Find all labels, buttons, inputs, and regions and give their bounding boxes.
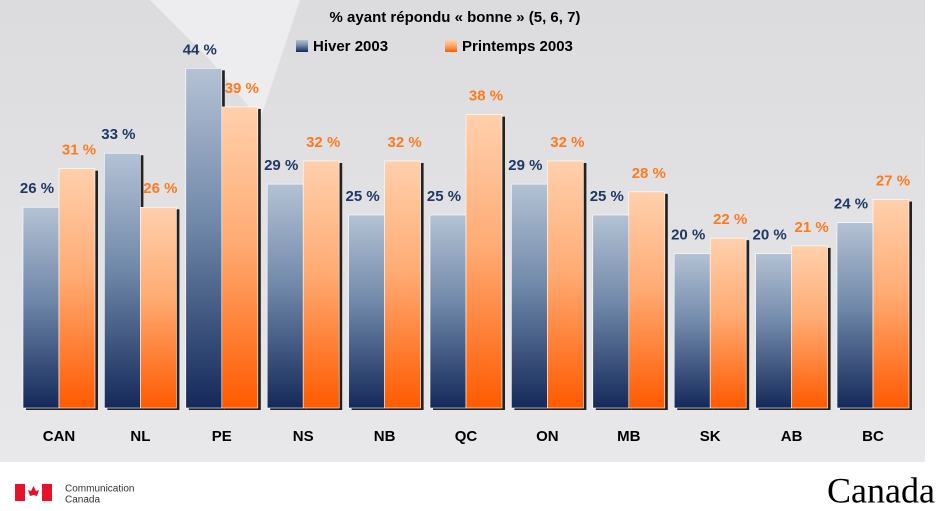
value-label: 33 % <box>101 126 135 143</box>
value-label: 29 % <box>264 157 298 174</box>
wordmark: Canada <box>827 470 935 510</box>
value-label: 21 % <box>794 219 828 236</box>
x-tick-label: CAN <box>43 428 76 445</box>
value-label: 31 % <box>62 142 96 159</box>
bar <box>872 199 910 409</box>
value-label: 20 % <box>671 227 705 244</box>
bar <box>185 68 223 409</box>
value-label: 28 % <box>632 165 666 182</box>
bar <box>511 183 548 409</box>
value-label: 32 % <box>387 134 421 151</box>
value-label: 22 % <box>713 211 747 228</box>
bar <box>348 214 385 409</box>
value-label: 26 % <box>143 180 177 197</box>
legend-label: Hiver 2003 <box>313 38 388 55</box>
bar <box>140 206 177 409</box>
chart-title: % ayant répondu « bonne » (5, 6, 7) <box>330 9 581 26</box>
flag-leaf <box>28 486 39 496</box>
department-name: Canada <box>65 495 100 506</box>
x-tick-label: BC <box>862 428 884 445</box>
flag-bar <box>15 484 25 501</box>
bar <box>302 160 340 409</box>
x-tick-label: MB <box>617 428 640 445</box>
value-label: 39 % <box>225 80 259 97</box>
value-label: 38 % <box>469 88 503 105</box>
value-label: 25 % <box>590 188 624 205</box>
value-label: 26 % <box>20 180 54 197</box>
bar <box>673 253 711 409</box>
department-name: Communication <box>65 484 134 495</box>
bar <box>384 160 421 409</box>
maple-leaf-watermark <box>150 0 300 120</box>
bar <box>266 183 304 409</box>
value-label: 24 % <box>834 196 868 213</box>
bar <box>709 237 747 409</box>
bar <box>221 106 259 409</box>
x-tick-label: NB <box>374 428 396 445</box>
legend-swatch <box>296 40 308 52</box>
value-label: 27 % <box>876 173 910 190</box>
x-tick-label: SK <box>700 428 721 445</box>
footer: Communication Canada Canada <box>15 470 935 510</box>
bar <box>465 114 503 409</box>
value-label: 20 % <box>752 227 786 244</box>
bar <box>58 168 96 409</box>
value-label: 25 % <box>345 188 379 205</box>
x-tick-label: NS <box>293 428 314 445</box>
value-label: 32 % <box>306 134 340 151</box>
bar <box>547 160 584 409</box>
x-tick-label: QC <box>455 428 478 445</box>
bar <box>628 191 666 409</box>
value-label: 29 % <box>508 157 542 174</box>
bar <box>791 245 828 409</box>
x-tick-label: AB <box>781 428 803 445</box>
value-label: 44 % <box>183 41 217 58</box>
x-tick-label: NL <box>130 428 150 445</box>
legend-swatch <box>445 40 457 52</box>
legend-label: Printemps 2003 <box>462 38 573 55</box>
bar <box>104 152 141 409</box>
flag-bar <box>42 484 52 501</box>
bar <box>22 206 60 409</box>
x-tick-label: ON <box>536 428 559 445</box>
bar <box>836 222 874 409</box>
x-tick-label: PE <box>212 428 232 445</box>
value-label: 32 % <box>550 134 584 151</box>
bar <box>429 214 467 409</box>
bar <box>755 253 792 409</box>
value-label: 25 % <box>427 188 461 205</box>
bar <box>592 214 630 409</box>
